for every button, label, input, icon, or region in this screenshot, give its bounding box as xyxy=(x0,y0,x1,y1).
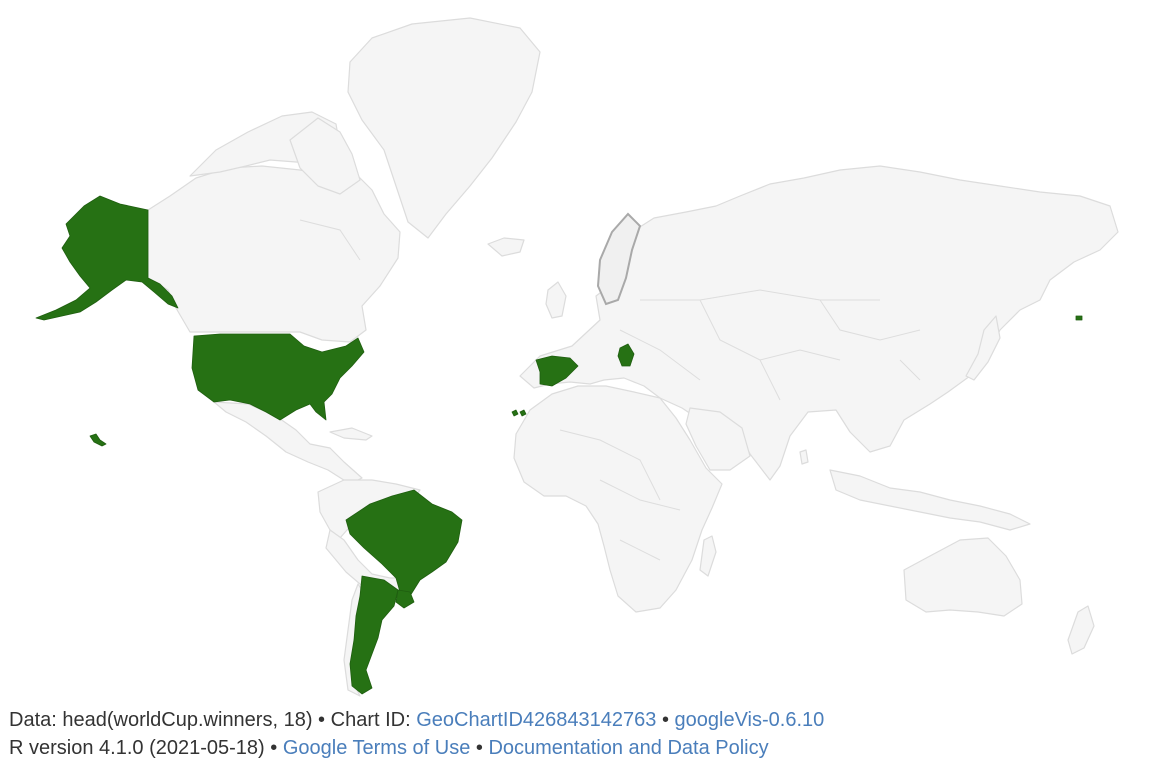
region-argentina[interactable] xyxy=(349,575,399,695)
region-new-zealand[interactable] xyxy=(1067,605,1095,655)
data-source-text: Data: head(worldCup.winners, 18) xyxy=(9,709,313,731)
region-uk[interactable] xyxy=(545,281,567,319)
region-canada[interactable] xyxy=(147,165,401,343)
region-australia[interactable] xyxy=(903,537,1023,617)
region-aleutian-islands[interactable] xyxy=(1075,315,1083,321)
country-borders xyxy=(299,219,921,561)
region-japan[interactable] xyxy=(965,315,1001,381)
region-sri-lanka[interactable] xyxy=(799,449,809,465)
data-policy-link[interactable]: Documentation and Data Policy xyxy=(488,737,769,759)
region-iceland[interactable] xyxy=(487,237,525,257)
world-map xyxy=(35,17,1119,697)
region-greenland[interactable] xyxy=(347,17,541,239)
region-baffin-island[interactable] xyxy=(289,117,361,195)
region-cuba[interactable] xyxy=(329,427,373,441)
region-canary-islands[interactable] xyxy=(511,409,527,417)
region-southeast-asia-islands[interactable] xyxy=(829,469,1031,531)
separator: • xyxy=(312,709,331,731)
region-uruguay[interactable] xyxy=(395,589,415,609)
chart-id-link[interactable]: GeoChartID426843142763 xyxy=(416,709,657,731)
r-version-text: R version 4.1.0 (2021-05-18) xyxy=(9,737,265,759)
chart-footer: Data: head(worldCup.winners, 18) • Chart… xyxy=(9,706,824,762)
googlevis-version-link[interactable]: googleVis-0.6.10 xyxy=(674,709,825,731)
footer-line-1: Data: head(worldCup.winners, 18) • Chart… xyxy=(9,706,824,734)
region-spain[interactable] xyxy=(535,355,579,387)
region-serbia[interactable] xyxy=(617,343,635,367)
separator: • xyxy=(264,737,283,759)
geo-chart xyxy=(35,17,1119,697)
region-hawaii[interactable] xyxy=(89,433,107,447)
region-alaska[interactable] xyxy=(35,195,179,321)
region-eurasia[interactable] xyxy=(519,165,1119,481)
region-arabia[interactable] xyxy=(685,407,751,471)
region-africa[interactable] xyxy=(513,385,723,613)
region-scandinavia[interactable] xyxy=(596,212,642,306)
chart-id-label: Chart ID: xyxy=(330,709,417,731)
separator: • xyxy=(470,737,489,759)
separator: • xyxy=(656,709,675,731)
footer-line-2: R version 4.1.0 (2021-05-18) • Google Te… xyxy=(9,734,824,762)
region-madagascar[interactable] xyxy=(699,535,717,577)
google-terms-link[interactable]: Google Terms of Use xyxy=(282,737,471,759)
region-united-states[interactable] xyxy=(191,333,365,421)
region-brazil[interactable] xyxy=(345,489,463,597)
